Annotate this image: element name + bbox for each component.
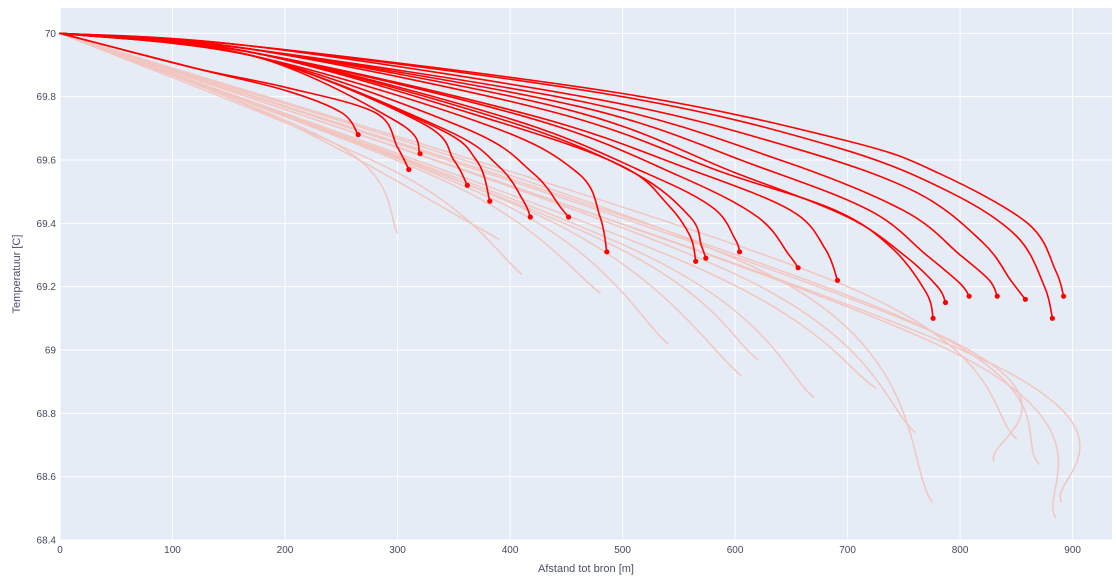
highlight-series-line [59, 32, 1027, 301]
series-end-marker [527, 214, 533, 220]
x-tick-label: 900 [1064, 545, 1081, 556]
highlight-series-group [59, 32, 1067, 321]
y-axis-title: Temperatuur [C] [11, 235, 23, 314]
series-end-marker [417, 151, 423, 157]
x-tick-label: 700 [839, 545, 856, 556]
series-end-marker [604, 249, 610, 255]
faded-series-line [59, 32, 1081, 503]
series-end-marker [1022, 296, 1028, 302]
x-tick-label: 100 [164, 545, 181, 556]
y-tick-label: 68.6 [37, 472, 57, 483]
highlight-series-line [59, 32, 359, 136]
series-end-marker [795, 265, 801, 271]
x-axis-title: Afstand tot bron [m] [538, 563, 634, 575]
x-tick-label: 400 [502, 545, 519, 556]
highlight-series-line [59, 32, 934, 320]
x-tick-label: 500 [614, 545, 631, 556]
faded-series-line [59, 32, 523, 275]
y-tick-label: 69.8 [37, 92, 57, 103]
highlight-series-line [59, 32, 697, 263]
y-tick-label: 69.2 [37, 282, 57, 293]
series-end-marker [406, 166, 412, 173]
faded-series-line [59, 32, 1040, 465]
x-tick-label: 300 [389, 545, 406, 556]
series-end-marker [942, 299, 949, 306]
series-end-marker [930, 315, 936, 321]
series-end-marker [966, 293, 972, 299]
series-end-marker [994, 293, 1000, 299]
y-tick-label: 68.8 [37, 409, 57, 420]
x-tick-label: 800 [952, 545, 969, 556]
x-tick-label: 600 [727, 545, 744, 556]
series-end-marker [487, 198, 493, 204]
faded-series-line [59, 32, 877, 389]
series-end-marker [736, 249, 743, 255]
x-axis-ticks: 0 100 200 300 400 500 600 700 800 900 [57, 545, 1081, 556]
series-end-marker [1049, 315, 1055, 321]
series-end-marker [355, 132, 361, 138]
series-end-marker [693, 258, 699, 264]
series-end-marker [703, 255, 709, 261]
faded-series-line [59, 32, 1023, 462]
series-end-marker [565, 214, 572, 220]
y-tick-label: 69.6 [37, 156, 57, 167]
y-tick-label: 69.4 [37, 219, 57, 230]
series-end-marker [834, 277, 841, 283]
highlight-series-line [59, 32, 421, 155]
series-end-marker [1061, 293, 1067, 299]
y-axis-ticks: 68.4 68.6 68.8 69 69.2 69.4 69.6 69.8 70 [37, 29, 57, 547]
x-tick-label: 200 [277, 545, 294, 556]
y-tick-label: 70 [45, 29, 57, 40]
y-tick-label: 68.4 [37, 536, 57, 547]
series-end-marker [464, 182, 470, 188]
grid-lines [59, 8, 1112, 541]
x-tick-label: 0 [57, 545, 63, 556]
y-tick-label: 69 [45, 346, 57, 357]
